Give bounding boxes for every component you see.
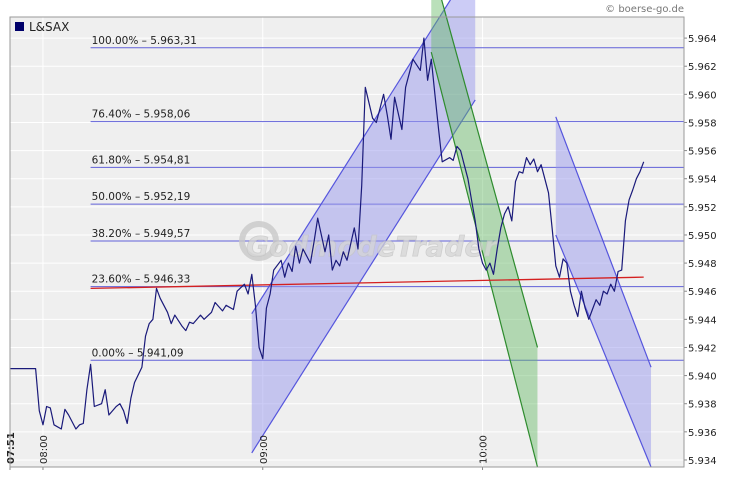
legend: L&SAX bbox=[15, 20, 69, 34]
fibonacci-labels: 100.00% – 5.963,31 76.40% – 5.958,06 61.80… bbox=[92, 35, 197, 359]
y-tick-label: 5.936 bbox=[688, 428, 717, 439]
x-tick-label: 07:51 bbox=[6, 432, 17, 464]
y-tick-label: 5.940 bbox=[688, 372, 717, 383]
channels bbox=[251, 0, 652, 468]
source-label[interactable]: © boerse-go.de bbox=[605, 4, 684, 15]
y-tick-label: 5.956 bbox=[688, 147, 717, 158]
red-trendline bbox=[90, 276, 644, 290]
watermark: GodmodeTrader bbox=[239, 221, 500, 263]
y-tick-label: 5.944 bbox=[688, 315, 717, 326]
y-tick-label: 5.958 bbox=[688, 118, 717, 129]
y-tick-label: 5.960 bbox=[688, 90, 717, 101]
fib-level-label: 38.20% – 5.949,57 bbox=[92, 228, 191, 240]
channel-lower-edge bbox=[251, 99, 476, 454]
fib-level-label: 0.00% – 5.941,09 bbox=[92, 347, 184, 359]
channel-upper-edge bbox=[441, 0, 539, 348]
y-tick-label: 5.946 bbox=[688, 287, 717, 298]
x-tick-label: 10:00 bbox=[479, 435, 490, 464]
y-tick-label: 5.934 bbox=[688, 456, 717, 467]
legend-swatch bbox=[15, 22, 24, 31]
fib-level-label: 50.00% – 5.952,19 bbox=[92, 191, 191, 203]
x-tick-label: 09:00 bbox=[259, 435, 270, 464]
y-tick-label: 5.952 bbox=[688, 203, 717, 214]
fib-level-label: 100.00% – 5.963,31 bbox=[92, 35, 197, 47]
channel-lower-edge bbox=[430, 52, 539, 468]
watermark-text: GodmodeTrader bbox=[246, 230, 499, 263]
y-tick-label: 5.962 bbox=[688, 62, 717, 73]
watermark-logo-circle bbox=[239, 221, 279, 261]
fib-level-label: 23.60% – 5.946,33 bbox=[92, 274, 191, 286]
channel-fill bbox=[251, 0, 476, 453]
trendline bbox=[90, 276, 644, 290]
price-series bbox=[10, 37, 645, 430]
channel-fill bbox=[431, 0, 538, 467]
y-tick-label: 5.964 bbox=[688, 34, 717, 45]
y-tick-label: 5.942 bbox=[688, 343, 717, 354]
fib-level-label: 76.40% – 5.958,06 bbox=[92, 109, 191, 121]
y-tick-label: 5.950 bbox=[688, 231, 717, 242]
axes: 5.934 5.936 5.938 5.940 5.942 5.944 5.946 5.948… bbox=[6, 16, 717, 470]
channel-upper-edge bbox=[555, 116, 652, 368]
plot-frame bbox=[9, 16, 685, 468]
x-tick-label: 08:00 bbox=[39, 435, 50, 464]
y-tick-label: 5.948 bbox=[688, 259, 717, 270]
channel-lower-edge bbox=[555, 234, 652, 468]
fib-level-label: 61.80% – 5.954,81 bbox=[92, 154, 191, 166]
price-line bbox=[10, 37, 645, 430]
legend-label: L&SAX bbox=[29, 20, 69, 34]
y-tick-label: 5.938 bbox=[688, 400, 717, 411]
y-tick-label: 5.954 bbox=[688, 175, 717, 186]
